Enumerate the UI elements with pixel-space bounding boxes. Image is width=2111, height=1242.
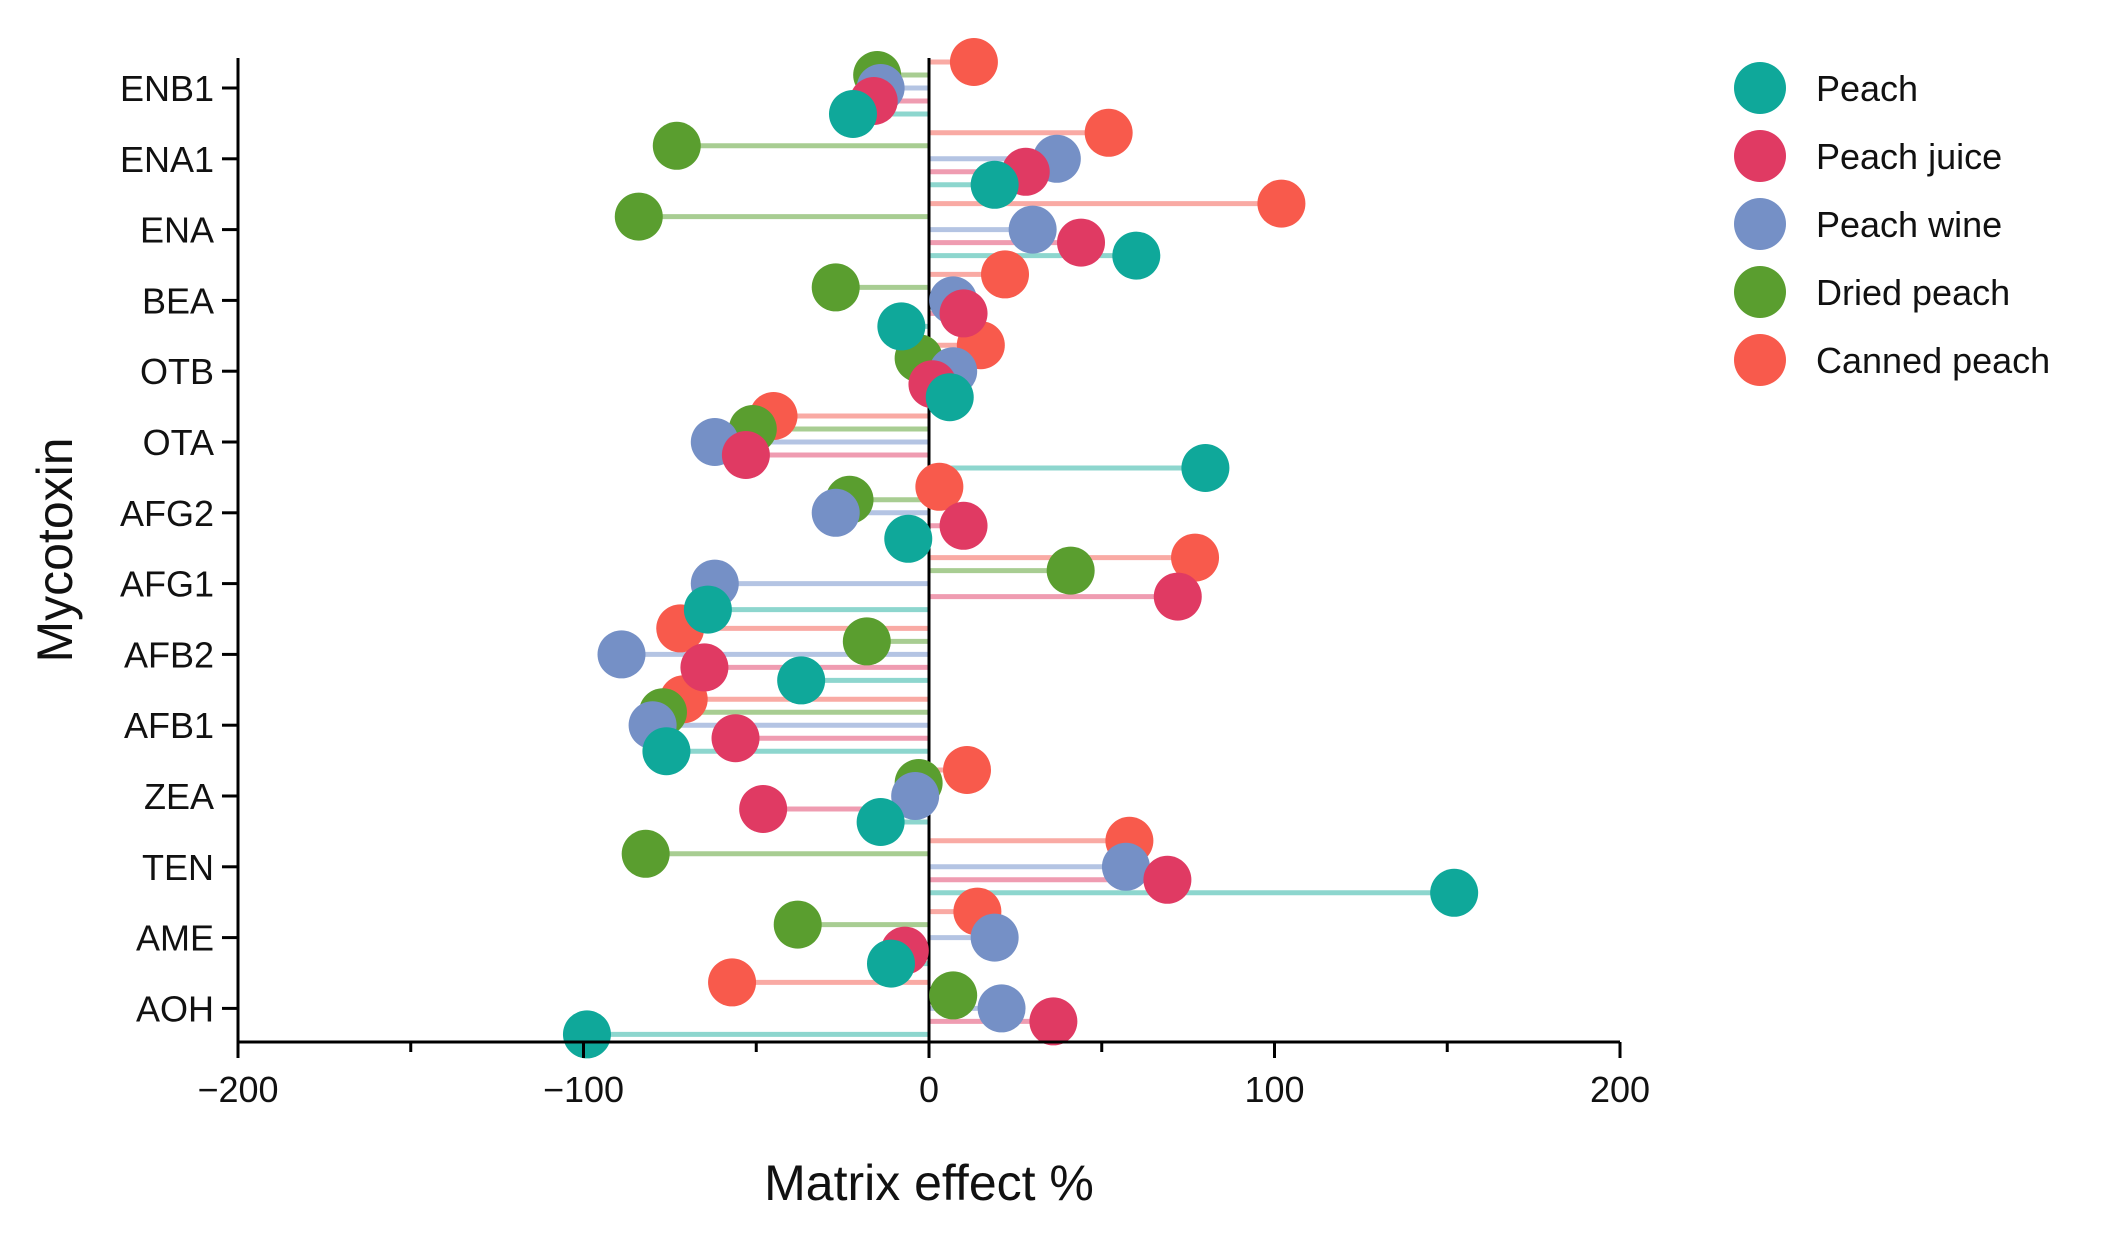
y-tick-label: OTB xyxy=(140,351,214,392)
legend-item: Peach juice xyxy=(1734,130,2002,182)
y-axis-title: Mycotoxin xyxy=(27,437,83,662)
dot-ten-dried-peach xyxy=(621,829,670,878)
dot-otb-peach xyxy=(925,373,974,422)
y-tick-label: AFG1 xyxy=(120,564,214,605)
legend-marker xyxy=(1734,62,1786,114)
dot-ten-peach-juice xyxy=(1143,855,1192,904)
dot-afb1-peach-juice xyxy=(711,714,760,763)
legend-label: Dried peach xyxy=(1816,272,2010,313)
dot-bea-dried-peach xyxy=(811,263,860,312)
dot-ena1-dried-peach xyxy=(652,121,701,170)
dot-afb2-peach-wine xyxy=(597,630,646,679)
dot-zea-peach-juice xyxy=(739,785,788,833)
dot-zea-canned-peach xyxy=(943,746,992,794)
dot-afg1-peach-juice xyxy=(1153,572,1202,621)
legend-label: Peach xyxy=(1816,68,1918,109)
y-tick-label: AME xyxy=(136,918,214,959)
y-tick-label: ENA1 xyxy=(120,139,214,180)
dot-ame-dried-peach xyxy=(773,900,822,949)
dot-enb1-canned-peach xyxy=(949,38,998,86)
dot-afg1-dried-peach xyxy=(1046,546,1095,595)
legend-item: Peach xyxy=(1734,62,1918,114)
y-tick-label: TEN xyxy=(142,847,214,888)
x-axis-title: Matrix effect % xyxy=(764,1155,1094,1211)
dot-afg1-canned-peach xyxy=(1171,533,1220,582)
legend-marker xyxy=(1734,130,1786,182)
dot-afg2-peach-juice xyxy=(939,501,988,550)
dot-afb2-peach xyxy=(777,656,826,705)
x-tick-label: −200 xyxy=(197,1069,278,1110)
legend: Peach Peach juice Peach wine Dried peach Can… xyxy=(1734,62,2050,386)
dot-aoh-dried-peach xyxy=(929,971,978,1020)
y-tick-label: BEA xyxy=(142,280,214,321)
dot-ena-peach xyxy=(1112,231,1161,280)
dot-afg2-peach-wine xyxy=(811,488,860,537)
y-tick-label: OTA xyxy=(143,422,214,463)
dot-afg1-peach xyxy=(683,585,732,634)
dot-aoh-peach xyxy=(562,1010,611,1059)
legend-label: Canned peach xyxy=(1816,340,2050,381)
legend-label: Peach juice xyxy=(1816,136,2002,177)
axes: ENB1 ENA1 ENA BEA OTB OTA AFG2 AFG1 AFB2 AFB1 ZEA T… xyxy=(120,58,1650,1110)
dot-afb2-dried-peach xyxy=(842,617,891,666)
y-tick-label: ENB1 xyxy=(120,68,214,109)
dot-ena-dried-peach xyxy=(614,192,663,241)
dot-enb1-peach xyxy=(828,90,877,138)
dot-ena-canned-peach xyxy=(1257,179,1306,228)
dot-ten-peach-wine xyxy=(1101,842,1150,891)
dot-ame-peach-wine xyxy=(970,913,1019,962)
dot-bea-peach-juice xyxy=(939,289,988,338)
dot-ena-peach-juice xyxy=(1057,218,1106,267)
legend-item: Canned peach xyxy=(1734,334,2050,386)
x-tick-label: 200 xyxy=(1590,1069,1650,1110)
dot-ame-peach xyxy=(866,939,915,988)
y-tick-label: ENA xyxy=(140,210,214,251)
lollipop-stems xyxy=(586,59,1455,1037)
dot-bea-peach xyxy=(877,302,926,351)
y-tick-label: AOH xyxy=(136,988,214,1029)
dot-ena-peach-wine xyxy=(1008,205,1057,254)
y-tick-label: ZEA xyxy=(144,776,214,817)
dot-aoh-peach-wine xyxy=(977,984,1026,1033)
x-tick-label: −100 xyxy=(543,1069,624,1110)
dot-afb2-peach-juice xyxy=(680,643,729,692)
dot-ena1-canned-peach xyxy=(1084,108,1133,157)
dot-afg2-peach xyxy=(884,514,933,563)
dot-bea-canned-peach xyxy=(981,250,1030,299)
dot-ota-peach xyxy=(1181,444,1230,492)
dot-ten-peach xyxy=(1430,868,1479,917)
lollipop-dots xyxy=(562,38,1479,1059)
x-tick-label: 100 xyxy=(1244,1069,1304,1110)
legend-marker xyxy=(1734,266,1786,318)
y-tick-label: AFB1 xyxy=(124,705,214,746)
y-tick-label: AFB2 xyxy=(124,634,214,675)
dot-ena1-peach xyxy=(970,160,1019,209)
dot-aoh-peach-juice xyxy=(1029,997,1078,1046)
y-tick-label: AFG2 xyxy=(120,493,214,534)
dot-aoh-canned-peach xyxy=(708,958,757,1007)
dot-afg2-canned-peach xyxy=(915,462,964,511)
dot-ota-peach-juice xyxy=(721,431,770,479)
x-tick-label: 0 xyxy=(919,1069,939,1110)
dot-afb1-peach xyxy=(642,727,691,776)
legend-marker xyxy=(1734,198,1786,250)
legend-item: Peach wine xyxy=(1734,198,2002,250)
legend-label: Peach wine xyxy=(1816,204,2002,245)
dot-zea-peach xyxy=(856,798,905,846)
legend-item: Dried peach xyxy=(1734,266,2010,318)
dot-zea-peach-wine xyxy=(891,772,940,820)
legend-marker xyxy=(1734,334,1786,386)
